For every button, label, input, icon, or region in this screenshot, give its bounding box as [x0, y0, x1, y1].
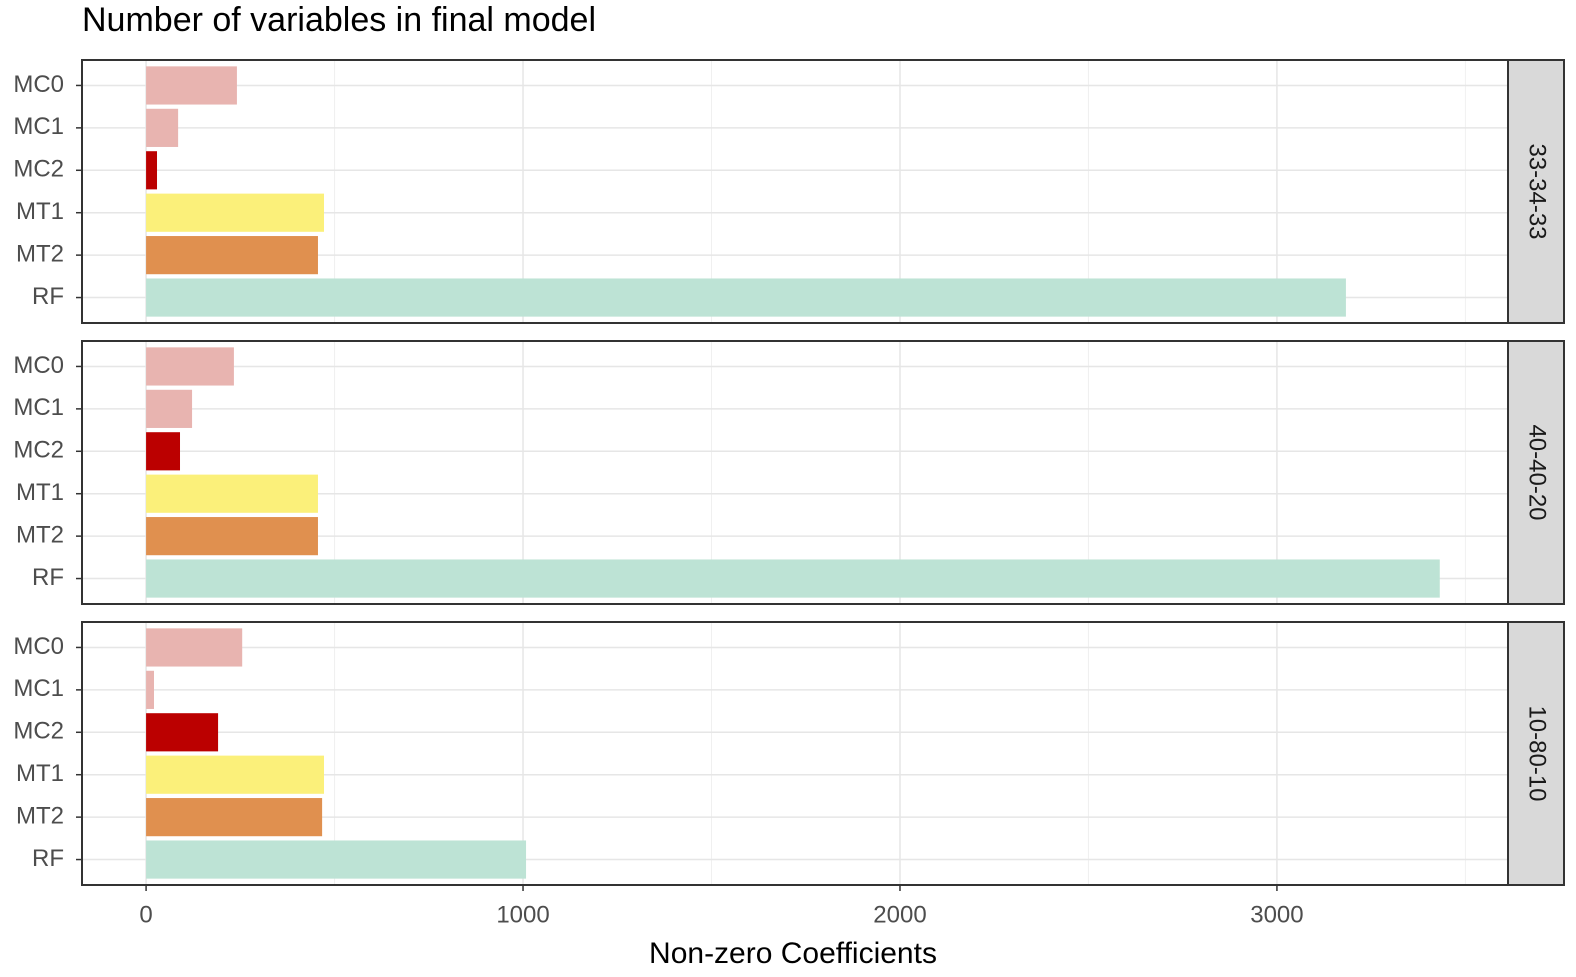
y-tick-label: MC1 [13, 113, 64, 140]
x-tick-label: 1000 [496, 901, 549, 928]
y-tick-label: MC2 [13, 437, 64, 464]
bar [146, 432, 181, 471]
y-tick-label: MC2 [13, 718, 64, 745]
strip [1507, 340, 1565, 605]
bar [146, 389, 193, 428]
y-tick-label: MT1 [16, 760, 64, 787]
y-tick-label: MC0 [13, 352, 64, 379]
chart-title: Number of variables in final model [82, 1, 596, 39]
bar [146, 347, 234, 386]
bar [146, 108, 179, 147]
bar [146, 670, 154, 709]
bar [146, 628, 243, 667]
y-tick-label: MT2 [16, 240, 64, 267]
y-tick-label: MT2 [16, 802, 64, 829]
bar [146, 517, 318, 556]
bar [146, 193, 325, 232]
y-tick-label: RF [32, 845, 64, 872]
bar [146, 66, 237, 105]
bar [146, 713, 219, 752]
bar [146, 755, 325, 794]
y-tick-label: MT2 [16, 521, 64, 548]
strip-label: 33-34-33 [1524, 143, 1551, 239]
y-tick-label: MC2 [13, 156, 64, 183]
bar [146, 236, 318, 275]
strip [1507, 59, 1565, 324]
y-tick-label: MC1 [13, 394, 64, 421]
bar [146, 798, 323, 837]
x-tick-label: 2000 [873, 901, 926, 928]
y-tick-label: RF [32, 564, 64, 591]
y-tick-label: MC0 [13, 633, 64, 660]
strip-label: 40-40-20 [1524, 424, 1551, 520]
strip-label: 10-80-10 [1524, 705, 1551, 801]
bar [146, 840, 527, 879]
x-tick-label: 3000 [1250, 901, 1303, 928]
x-tick-label: 0 [139, 901, 152, 928]
bar [146, 559, 1440, 598]
bar [146, 474, 318, 513]
y-tick-label: MC1 [13, 675, 64, 702]
bar [146, 278, 1346, 317]
y-tick-label: MT1 [16, 479, 64, 506]
strip [1507, 621, 1565, 886]
x-axis-label: Non-zero Coefficients [649, 937, 937, 970]
bar [146, 151, 158, 190]
y-tick-label: MC0 [13, 71, 64, 98]
y-tick-label: RF [32, 283, 64, 310]
y-tick-label: MT1 [16, 198, 64, 225]
